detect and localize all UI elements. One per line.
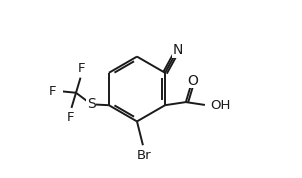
- Text: F: F: [49, 85, 56, 98]
- Text: Br: Br: [137, 149, 152, 162]
- Text: OH: OH: [210, 99, 230, 112]
- Text: N: N: [173, 43, 183, 57]
- Text: O: O: [187, 74, 198, 88]
- Text: F: F: [78, 62, 85, 75]
- Text: F: F: [67, 111, 74, 124]
- Text: S: S: [87, 97, 96, 111]
